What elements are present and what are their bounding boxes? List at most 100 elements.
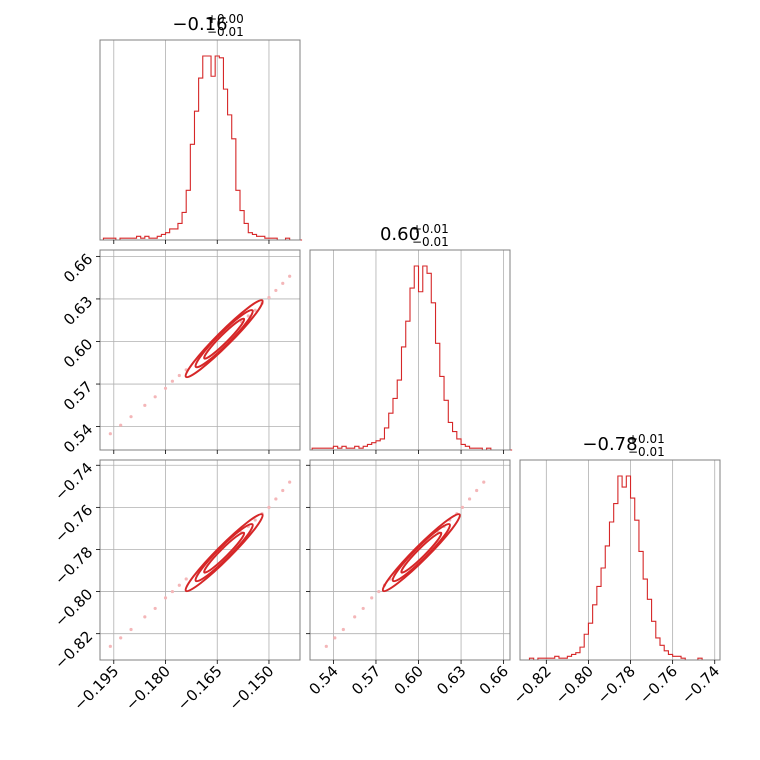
title-param-2-value: 0.60	[380, 224, 420, 245]
x-tick-labels-param-2: 0.54 0.57 0.60 0.63 0.66	[306, 662, 513, 698]
histogram-panel-param-1	[99, 39, 303, 244]
title-param-1-minus: −0.01	[207, 25, 244, 39]
panel-frame	[99, 459, 301, 661]
scatter-point	[475, 488, 479, 493]
grid-lines	[100, 460, 300, 660]
scatter-point	[341, 627, 345, 632]
x-tick-label: 0.57	[348, 662, 384, 698]
scatter-point	[467, 497, 472, 501]
tick-marks	[306, 464, 505, 664]
x-tick-label: −0.76	[636, 662, 681, 707]
scatter-point	[143, 615, 147, 619]
scatter-point	[119, 636, 123, 640]
scatter-point	[333, 636, 337, 640]
x-tick-label: 0.54	[306, 662, 342, 698]
x-tick-label: −0.80	[552, 662, 597, 707]
title-param-3-minus: −0.01	[628, 445, 665, 459]
y-tick-label: −0.82	[51, 627, 96, 672]
scatter-panel-param-1-vs-param-2	[96, 249, 301, 454]
histogram-panel-param-2	[309, 249, 513, 454]
tick-marks	[545, 660, 716, 664]
histogram-param-1	[102, 55, 303, 241]
grid-lines	[310, 460, 510, 660]
title-param-3: −0.78	[582, 434, 637, 455]
y-tick-labels-param-2: 0.54 0.57 0.60 0.63 0.66	[60, 250, 96, 457]
y-tick-label: 0.63	[60, 293, 96, 329]
scatter-point	[246, 314, 250, 318]
scatter-panel-param-2-vs-param-3	[306, 459, 511, 664]
scatter-point	[153, 606, 157, 611]
title-param-1-value: −0.16	[172, 14, 227, 35]
scatter-point	[267, 295, 271, 300]
density-contours	[381, 513, 461, 593]
scatter-point	[129, 415, 133, 419]
density-contour	[184, 513, 264, 593]
panel-frame	[309, 249, 511, 451]
x-tick-label: −0.74	[678, 662, 723, 707]
y-tick-label: −0.80	[51, 585, 96, 630]
title-param-3-value: −0.78	[582, 434, 637, 455]
tick-marks	[333, 450, 505, 454]
title-param-2-minus: −0.01	[412, 235, 449, 249]
density-contour	[184, 299, 264, 379]
histogram-param-2	[311, 265, 513, 451]
scatter-point	[288, 480, 292, 484]
scatter-point	[281, 281, 285, 285]
density-contour	[391, 523, 451, 583]
title-param-3-plus: +0.01	[628, 432, 665, 446]
density-contours	[184, 513, 264, 593]
scatter-point	[184, 577, 188, 581]
scatter-point	[460, 505, 465, 509]
histogram-panel-param-3	[519, 459, 721, 664]
scatter-point	[163, 596, 168, 600]
scatter-point	[177, 583, 181, 587]
density-contour	[203, 531, 246, 574]
panel-frame	[519, 459, 721, 661]
density-contour	[203, 317, 246, 360]
scatter-point	[370, 596, 374, 600]
scatter-point	[177, 373, 181, 378]
panel-frame	[99, 39, 301, 241]
density-contour	[194, 523, 254, 583]
y-tick-label: 0.57	[60, 378, 96, 414]
grid-lines	[100, 250, 300, 450]
scatter-point	[353, 615, 357, 619]
scatter-point	[163, 386, 168, 390]
title-param-2-plus: +0.01	[412, 222, 449, 236]
x-tick-label: −0.195	[70, 662, 122, 714]
scatter-point	[253, 308, 257, 312]
panel-frame	[309, 459, 511, 661]
tick-marks	[113, 240, 270, 244]
scatter-point	[119, 423, 123, 427]
title-param-2: 0.60	[380, 224, 420, 245]
x-tick-label: 0.63	[433, 662, 469, 698]
x-tick-label: −0.82	[510, 662, 555, 707]
tick-marks	[96, 255, 270, 454]
scatter-point	[281, 488, 285, 493]
scatter-point	[170, 589, 175, 594]
scatter-point	[170, 379, 175, 383]
scatter-point	[288, 274, 292, 278]
scatter-point	[274, 288, 278, 293]
y-tick-label: 0.66	[60, 250, 96, 286]
scatter-point	[274, 497, 278, 501]
density-contours	[184, 299, 264, 379]
title-param-1: −0.16	[172, 14, 227, 35]
title-param-1-plus: +0.00	[207, 12, 244, 26]
scatter-point	[129, 627, 133, 632]
density-contour	[400, 531, 443, 574]
grid-lines	[113, 40, 270, 240]
x-tick-label: −0.165	[174, 662, 226, 714]
y-tick-label: −0.74	[51, 459, 96, 504]
x-tick-labels-param-3: −0.82−0.80−0.78−0.76−0.74	[510, 662, 724, 707]
scatter-point	[143, 403, 147, 407]
scatter-point	[253, 518, 257, 522]
scatter-point	[482, 480, 486, 484]
x-tick-label: −0.180	[122, 662, 174, 714]
x-tick-label: −0.150	[225, 662, 277, 714]
x-tick-label: 0.60	[391, 662, 427, 698]
y-tick-label: −0.78	[51, 543, 96, 588]
y-tick-label: 0.60	[60, 335, 96, 371]
x-tick-labels-param-1: −0.195 −0.180 −0.165 −0.150	[70, 662, 277, 714]
